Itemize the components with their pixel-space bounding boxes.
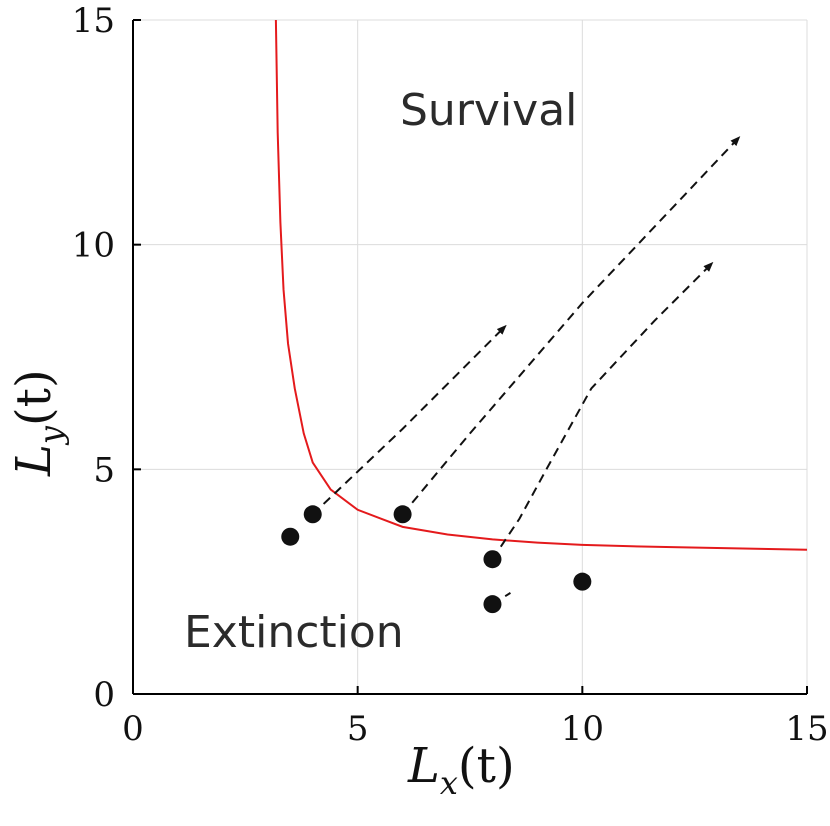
trajectory-layer	[281, 136, 741, 614]
initial-point-1	[281, 527, 300, 546]
region-label-survival: Survival	[400, 85, 577, 136]
x-tick-label-0: 0	[122, 709, 144, 749]
x-tick-label-5: 5	[347, 709, 369, 749]
initial-point-4	[483, 550, 502, 569]
y-tick-label-10: 10	[72, 226, 115, 266]
x-axis-label-main: L	[407, 738, 440, 794]
trajectory-path-3	[401, 136, 741, 515]
boundary-layer	[274, 19, 808, 551]
x-axis-label-arg: (t)	[458, 738, 515, 794]
y-axis-label-main: L	[6, 444, 62, 477]
y-axis-label-arg: (t)	[6, 369, 62, 426]
initial-point-2	[303, 505, 322, 524]
initial-point-6	[573, 572, 592, 591]
region-label-extinction: Extinction	[184, 607, 404, 658]
initial-point-3	[393, 505, 412, 524]
x-axis-label-sub: x	[440, 764, 458, 802]
y-tick-label-0: 0	[93, 675, 115, 715]
x-tick-label-15: 15	[785, 709, 828, 749]
y-tick-label-5: 5	[93, 450, 115, 490]
y-tick-label-15: 15	[72, 1, 115, 41]
y-axis-label-sub: y	[32, 425, 70, 446]
x-axis-label: Lx(t)	[407, 738, 515, 802]
boundary-curve	[274, 19, 808, 551]
initial-point-5	[483, 595, 502, 614]
axes	[132, 19, 808, 695]
trajectory-path-2	[312, 324, 507, 515]
x-tick-label-10: 10	[561, 709, 604, 749]
tick-labels: 0 5 10 15 0 5 10 15	[72, 1, 829, 749]
trajectory-path-4	[491, 261, 714, 560]
y-axis-label: Ly(t)	[6, 369, 70, 477]
